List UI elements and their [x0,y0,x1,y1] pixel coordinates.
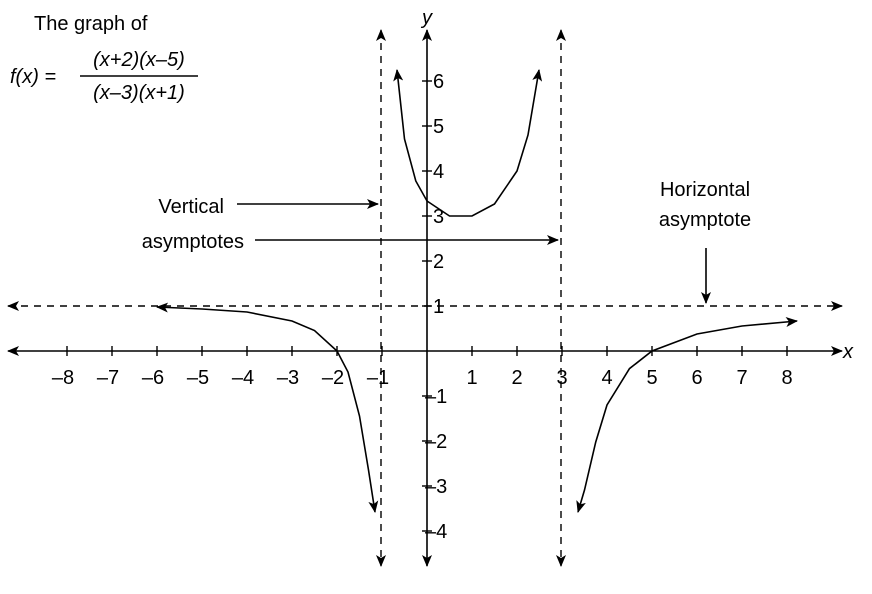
x-tick-label: 5 [646,367,657,389]
annotation: asymptote [659,209,751,231]
y-ticks: 6 5 4 3 2 1 –1 –2 –3 –4 [422,71,447,543]
x-tick-label: 4 [601,367,612,389]
x-tick-label: 6 [691,367,702,389]
y-axis-name: y [420,7,433,29]
curve-left [156,302,379,513]
x-tick-label: 3 [556,367,567,389]
x-tick-label: –8 [52,367,74,389]
x-tick-label: 2 [511,367,522,389]
y-tick-label: –1 [425,386,447,408]
formula-denominator: (x–3)(x+1) [93,82,185,104]
x-tick-label: 8 [781,367,792,389]
y-tick-label: 2 [433,251,444,273]
formula-numerator: (x+2)(x–5) [93,49,185,71]
x-tick-label: –6 [142,367,164,389]
x-tick-label: –3 [277,367,299,389]
x-ticks: –8 –7 –6 –5 –4 –3 –2 –1 1 2 3 4 5 6 7 8 [52,346,793,389]
y-tick-label: 4 [433,161,444,183]
curve-right [576,317,798,513]
y-tick-label: 5 [433,116,444,138]
annotation: Horizontal [660,179,750,201]
x-tick-label: –7 [97,367,119,389]
x-tick-label: 7 [736,367,747,389]
title: The graph of [34,13,148,35]
y-tick-label: –3 [425,476,447,498]
annotation: Vertical [158,196,224,218]
y-tick-label: 3 [433,206,444,228]
x-tick-label: –4 [232,367,254,389]
curve-middle [393,69,543,217]
x-tick-label: –5 [187,367,209,389]
y-tick-label: 1 [433,296,444,318]
x-tick-label: –2 [322,367,344,389]
x-tick-label: –1 [367,367,389,389]
annotation: asymptotes [142,231,244,253]
y-tick-label: –2 [425,431,447,453]
x-axis-name: x [842,341,854,363]
formula-lhs: f(x) = [10,66,56,88]
y-tick-label: –4 [425,521,447,543]
x-tick-label: 1 [466,367,477,389]
y-tick-label: 6 [433,71,444,93]
